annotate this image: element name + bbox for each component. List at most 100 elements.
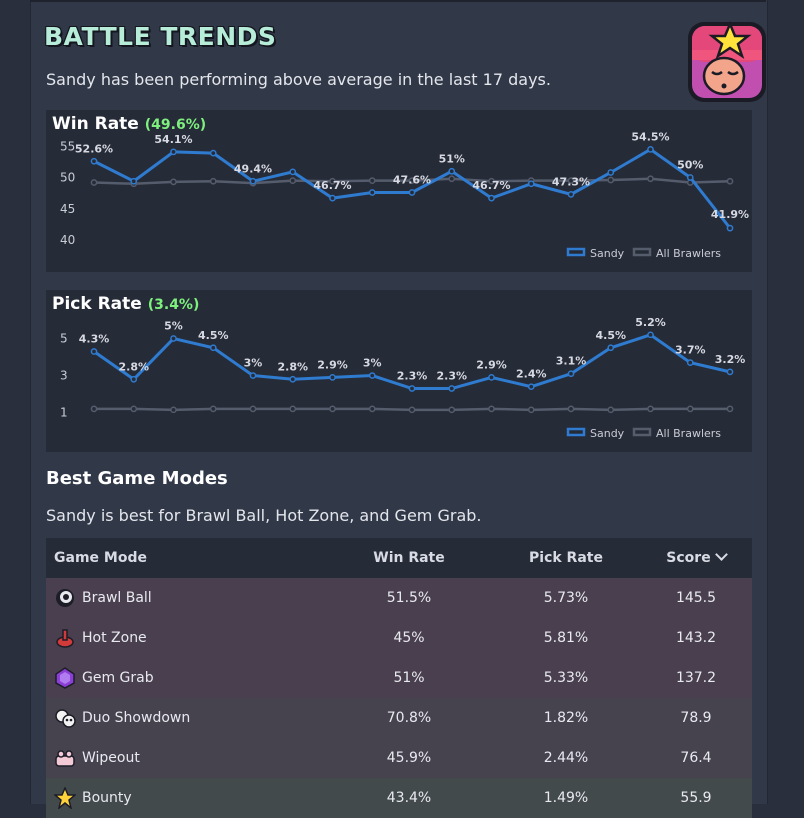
all-brawlers-point: [488, 177, 495, 185]
trend-summary: Sandy has been performing above average …: [46, 70, 551, 89]
data-label: 50%: [677, 159, 703, 172]
all-brawlers-point: [448, 406, 456, 414]
sandy-point: [647, 331, 654, 339]
row-win-rate: 45.9%: [386, 750, 432, 766]
row-score: 145.5: [675, 590, 717, 606]
sandy-point: [408, 385, 416, 392]
data-label: 51%: [439, 152, 465, 165]
row-score: 143.2: [675, 630, 717, 646]
sandy-point: [686, 174, 694, 181]
col-score-label: Score: [666, 550, 711, 566]
col-pick-rate[interactable]: Pick Rate: [529, 550, 603, 566]
table-row[interactable]: Wipeout 45.9% 2.44% 76.4: [46, 738, 752, 778]
sandy-point: [448, 167, 456, 175]
row-game-mode: Duo Showdown: [46, 707, 326, 729]
sandy-point: [448, 385, 456, 392]
sandy-point: [209, 149, 217, 157]
row-score: 78.9: [680, 710, 712, 726]
all-brawlers-point: [329, 405, 336, 413]
y-tick-label: 45: [60, 202, 75, 216]
row-game-mode: Wipeout: [46, 747, 326, 769]
row-win-rate: 51.5%: [386, 590, 432, 606]
sandy-point: [607, 169, 615, 176]
row-mode-label: Bounty: [82, 790, 132, 806]
y-tick-label: 1: [60, 406, 68, 420]
sandy-point: [368, 372, 376, 379]
table-row[interactable]: Bounty 43.4% 1.49% 55.9: [46, 778, 752, 818]
sandy-point: [527, 383, 535, 391]
table-row[interactable]: Brawl Ball 51.5% 5.73% 145.5: [46, 578, 752, 618]
col-game-mode[interactable]: Game Mode: [54, 550, 147, 566]
sandy-point: [130, 375, 138, 383]
data-label: 41.9%: [711, 208, 749, 221]
all-brawlers-point: [289, 405, 297, 413]
data-label: 49.4%: [234, 162, 272, 175]
data-label: 3.7%: [675, 344, 706, 357]
data-label: 47.6%: [393, 174, 431, 187]
sandy-point: [130, 177, 138, 185]
win-rate-chart: Win Rate (49.6%) 40 45 50 55 52.6% 54.1% 49.4%…: [46, 110, 752, 272]
all-brawlers-point: [567, 405, 575, 413]
data-label: 5%: [164, 320, 183, 333]
bounty-icon: [54, 787, 76, 809]
data-label: 54.5%: [631, 130, 669, 143]
col-score[interactable]: Score: [640, 548, 752, 566]
all-brawlers-point: [289, 177, 297, 184]
all-brawlers-point: [726, 405, 734, 413]
row-pick-rate: 5.33%: [543, 670, 589, 686]
sandy-series-line: [93, 147, 732, 230]
all-brawlers-point: [130, 405, 138, 413]
row-mode-label: Gem Grab: [82, 670, 154, 686]
legend-sandy-swatch: [566, 247, 586, 257]
data-label: 4.5%: [198, 329, 229, 342]
sandy-point: [289, 375, 297, 383]
legend-all-label[interactable]: All Brawlers: [656, 427, 721, 440]
row-mode-label: Wipeout: [82, 750, 140, 766]
row-mode-label: Hot Zone: [82, 630, 147, 646]
brawl-ball-icon: [56, 589, 74, 607]
wipeout-icon: [55, 750, 75, 767]
legend-all-label[interactable]: All Brawlers: [656, 247, 721, 260]
legend-sandy-label[interactable]: Sandy: [590, 427, 625, 440]
row-pick-rate: 5.81%: [543, 630, 589, 646]
sandy-point: [408, 189, 416, 196]
gem-grab-icon: [55, 667, 75, 689]
all-brawlers-point: [209, 177, 217, 185]
table-row[interactable]: Hot Zone 45% 5.81% 143.2: [46, 618, 752, 658]
all-brawlers-point: [90, 405, 98, 413]
table-row[interactable]: Gem Grab 51% 5.33% 137.2: [46, 658, 752, 698]
sandy-point: [289, 168, 297, 176]
sandy-point: [488, 374, 495, 381]
data-label: 46.7%: [472, 179, 510, 192]
row-pick-rate: 5.73%: [543, 590, 589, 606]
y-tick-label: 55: [60, 139, 75, 153]
legend-sandy-label[interactable]: Sandy: [590, 247, 625, 260]
sandy-point: [368, 189, 376, 196]
table-row[interactable]: Duo Showdown 70.8% 1.82% 78.9: [46, 698, 752, 738]
data-label: 54.1%: [154, 133, 192, 146]
pick-rate-chart: Pick Rate (3.4%) 1 3 5 4.3% 2.8% 5% 4.5% 3% 2.8%…: [46, 290, 752, 452]
sandy-point: [726, 224, 734, 232]
all-brawlers-point: [726, 177, 734, 185]
sandy-point: [329, 374, 336, 381]
data-label: 5.2%: [635, 316, 666, 329]
data-label: 3%: [244, 357, 263, 370]
all-brawlers-point: [647, 405, 654, 413]
data-label: 46.7%: [313, 179, 351, 192]
all-brawlers-point: [209, 405, 217, 413]
col-win-rate[interactable]: Win Rate: [373, 550, 445, 566]
row-score: 137.2: [675, 670, 717, 686]
row-score: 55.9: [680, 790, 712, 806]
all-brawlers-point: [607, 176, 615, 184]
row-win-rate: 70.8%: [386, 710, 432, 726]
sandy-point: [726, 368, 734, 376]
hot-zone-icon: [56, 629, 74, 648]
table-header: Game Mode Win Rate Pick Rate Score: [46, 538, 752, 578]
best-game-modes-title: Best Game Modes: [46, 468, 228, 489]
all-brawlers-point: [170, 178, 177, 186]
data-label: 3%: [363, 357, 382, 370]
row-pick-rate: 1.49%: [543, 790, 589, 806]
y-tick-label: 40: [60, 233, 75, 247]
pick-rate-value: (3.4%): [147, 297, 200, 313]
win-rate-plot: 40 45 50 55 52.6% 54.1% 49.4% 46.7% 47.6% 51% 46.7…: [60, 130, 749, 260]
